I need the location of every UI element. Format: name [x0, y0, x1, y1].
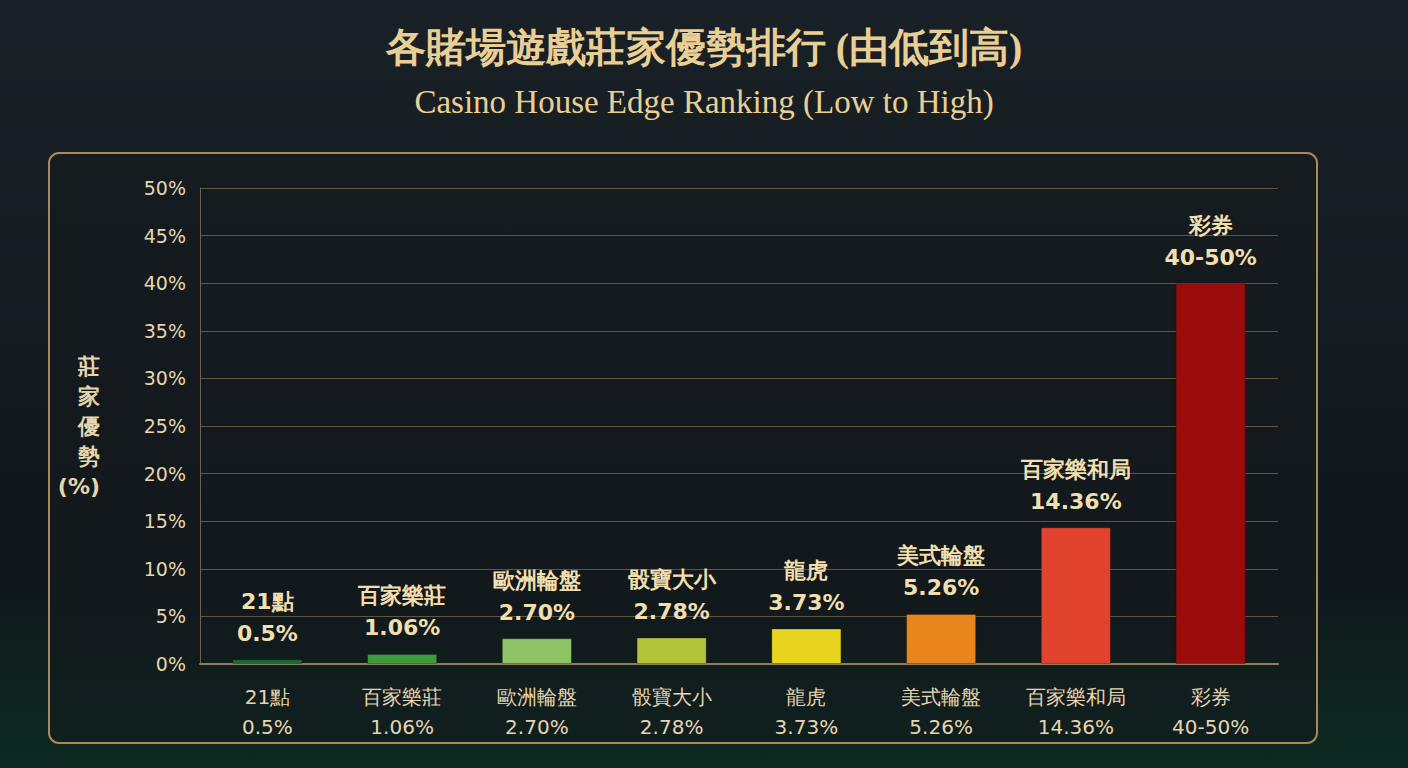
- svg-text:百家樂和局: 百家樂和局: [1020, 457, 1131, 482]
- svg-text:40-50%: 40-50%: [1172, 715, 1249, 739]
- svg-text:10%: 10%: [144, 558, 186, 580]
- svg-text:50%: 50%: [144, 177, 186, 199]
- svg-text:1.06%: 1.06%: [370, 715, 434, 739]
- svg-text:15%: 15%: [144, 510, 186, 532]
- svg-text:40-50%: 40-50%: [1164, 245, 1256, 270]
- svg-text:歐洲輪盤: 歐洲輪盤: [497, 685, 577, 709]
- svg-text:百家樂莊: 百家樂莊: [357, 583, 446, 608]
- svg-text:2.70%: 2.70%: [505, 715, 569, 739]
- svg-text:美式輪盤: 美式輪盤: [901, 685, 981, 709]
- svg-text:百家樂和局: 百家樂和局: [1026, 685, 1126, 709]
- svg-text:歐洲輪盤: 歐洲輪盤: [493, 568, 581, 593]
- svg-text:骰寶大小: 骰寶大小: [632, 685, 712, 709]
- svg-text:30%: 30%: [144, 367, 186, 389]
- svg-text:2.78%: 2.78%: [640, 715, 704, 739]
- svg-text:40%: 40%: [144, 272, 186, 294]
- svg-text:3.73%: 3.73%: [775, 715, 839, 739]
- svg-text:勢: 勢: [77, 444, 100, 469]
- svg-text:Casino House Edge Ranking (Low: Casino House Edge Ranking (Low to High): [414, 84, 993, 121]
- svg-text:3.73%: 3.73%: [768, 590, 844, 615]
- svg-text:骰寶大小: 骰寶大小: [628, 567, 717, 592]
- svg-text:0.5%: 0.5%: [237, 621, 298, 646]
- svg-text:20%: 20%: [144, 463, 186, 485]
- svg-text:25%: 25%: [144, 415, 186, 437]
- svg-text:21點: 21點: [245, 685, 290, 709]
- svg-text:龍虎: 龍虎: [786, 685, 826, 709]
- svg-text:彩券: 彩券: [1188, 213, 1233, 238]
- svg-text:14.36%: 14.36%: [1038, 715, 1114, 739]
- svg-text:(%): (%): [58, 474, 100, 499]
- svg-text:5.26%: 5.26%: [903, 575, 979, 600]
- svg-text:龍虎: 龍虎: [783, 558, 828, 583]
- svg-text:45%: 45%: [144, 225, 186, 247]
- svg-text:2.78%: 2.78%: [633, 599, 709, 624]
- svg-text:百家樂莊: 百家樂莊: [362, 685, 442, 709]
- svg-text:0.5%: 0.5%: [242, 715, 293, 739]
- svg-text:21點: 21點: [241, 589, 294, 614]
- svg-text:家: 家: [77, 384, 100, 409]
- svg-text:各賭場遊戲莊家優勢排行 (由低到高): 各賭場遊戲莊家優勢排行 (由低到高): [385, 25, 1023, 70]
- svg-text:5.26%: 5.26%: [909, 715, 973, 739]
- svg-text:彩券: 彩券: [1191, 685, 1231, 709]
- svg-text:5%: 5%: [156, 605, 186, 627]
- svg-text:莊: 莊: [77, 354, 100, 379]
- svg-text:優: 優: [77, 414, 100, 439]
- svg-text:美式輪盤: 美式輪盤: [896, 543, 985, 568]
- svg-text:2.70%: 2.70%: [499, 600, 575, 625]
- svg-text:1.06%: 1.06%: [364, 615, 440, 640]
- svg-text:14.36%: 14.36%: [1030, 489, 1122, 514]
- svg-text:35%: 35%: [144, 320, 186, 342]
- svg-text:0%: 0%: [156, 653, 186, 675]
